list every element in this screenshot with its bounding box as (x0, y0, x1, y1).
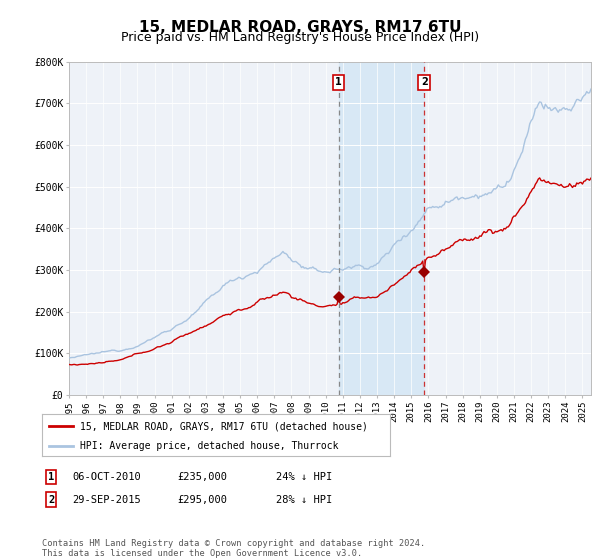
Text: 15, MEDLAR ROAD, GRAYS, RM17 6TU (detached house): 15, MEDLAR ROAD, GRAYS, RM17 6TU (detach… (80, 421, 368, 431)
Text: 1: 1 (48, 472, 54, 482)
Text: 15, MEDLAR ROAD, GRAYS, RM17 6TU: 15, MEDLAR ROAD, GRAYS, RM17 6TU (139, 20, 461, 35)
Bar (338, 62, 424, 395)
Text: Price paid vs. HM Land Registry's House Price Index (HPI): Price paid vs. HM Land Registry's House … (121, 31, 479, 44)
Text: 06-OCT-2010: 06-OCT-2010 (72, 472, 141, 482)
Text: 24% ↓ HPI: 24% ↓ HPI (276, 472, 332, 482)
Text: 1: 1 (335, 77, 342, 87)
Text: HPI: Average price, detached house, Thurrock: HPI: Average price, detached house, Thur… (80, 441, 339, 451)
Text: 2: 2 (421, 77, 428, 87)
Text: £235,000: £235,000 (177, 472, 227, 482)
Text: 28% ↓ HPI: 28% ↓ HPI (276, 494, 332, 505)
Text: Contains HM Land Registry data © Crown copyright and database right 2024.
This d: Contains HM Land Registry data © Crown c… (42, 539, 425, 558)
Text: 29-SEP-2015: 29-SEP-2015 (72, 494, 141, 505)
Text: £295,000: £295,000 (177, 494, 227, 505)
Text: 2: 2 (48, 494, 54, 505)
